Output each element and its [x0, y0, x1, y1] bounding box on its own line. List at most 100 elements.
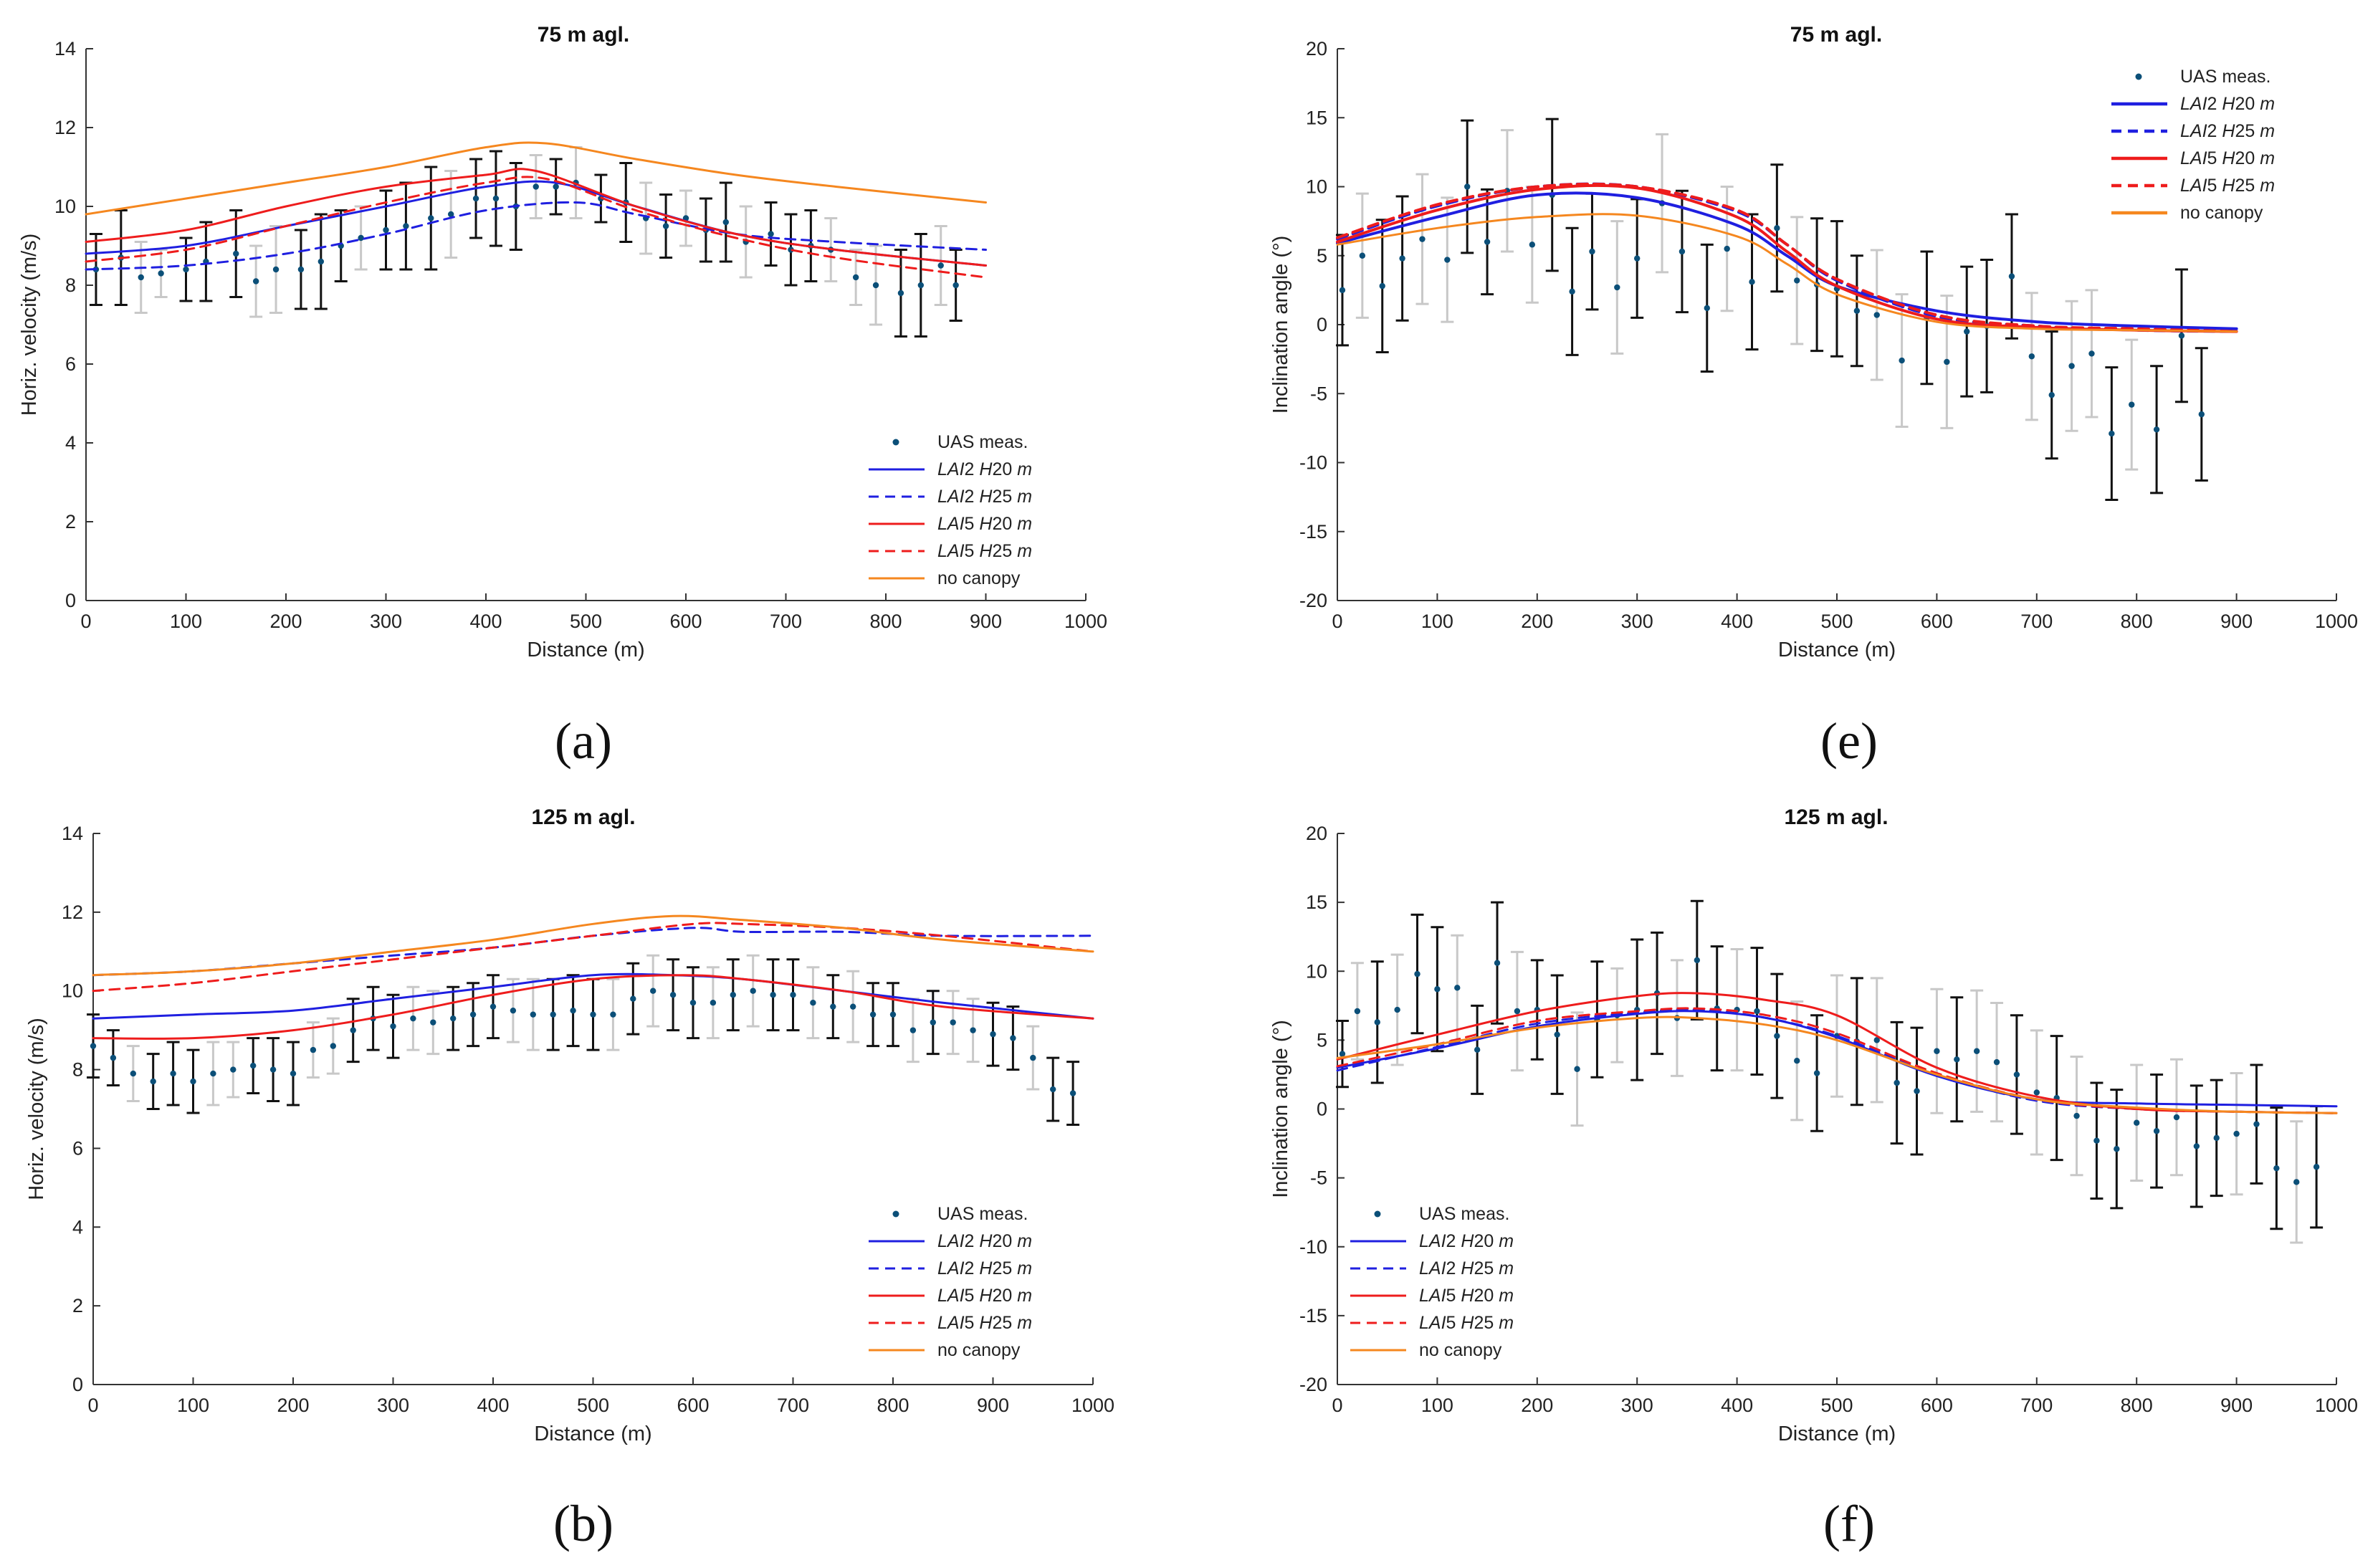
legend-label-part: m — [1499, 1231, 1514, 1251]
x-tick-label: 100 — [170, 611, 202, 632]
uas-measurement-point — [1454, 985, 1461, 991]
uas-measurement-point — [1873, 312, 1880, 318]
panel-f-label: (f) — [1823, 1495, 1875, 1552]
uas-measurement-point — [358, 234, 364, 242]
legend-label-part: m — [2260, 121, 2275, 141]
legend-label: LAI5 H25 m — [2180, 176, 2275, 196]
uas-measurement-point — [1993, 1058, 2000, 1066]
legend-label-part: m — [1017, 541, 1032, 561]
uas-measurement-point — [830, 1003, 836, 1010]
x-tick-label: 1000 — [1064, 611, 1107, 632]
legend-label: LAI2 H20 m — [1419, 1231, 1514, 1251]
legend-label-part: H — [2222, 148, 2235, 168]
panel-e-plot: 0 100 200 300 400 500 600 700 800 900 1000-20-15-1… — [1269, 38, 2358, 661]
uas-measurement-point — [850, 1003, 856, 1010]
x-tick-label: 400 — [1721, 611, 1753, 632]
y-tick-label: 0 — [72, 1374, 83, 1395]
legend-label-part: 25 — [992, 541, 1017, 561]
legend-label-part: LAI — [2180, 94, 2207, 114]
legend-label-part: 5 — [965, 514, 980, 534]
legend-label-part: H — [979, 514, 993, 534]
uas-measurement-point — [1774, 1033, 1780, 1039]
legend-label-part: LAI — [2180, 176, 2207, 196]
legend-label-part: LAI — [937, 487, 965, 507]
uas-measurement-point — [269, 1066, 277, 1073]
panel-b-title: 125 m agl. — [531, 805, 635, 829]
legend-label: UAS meas. — [937, 1204, 1028, 1224]
uas-measurement-point — [909, 1027, 917, 1033]
series-line-nocanopy — [1336, 1015, 2338, 1114]
legend-label-part: m — [1017, 459, 1032, 479]
legend-label-part: m — [1017, 1231, 1032, 1251]
y-tick-label: 2 — [72, 1295, 83, 1316]
uas-measurement-point — [2313, 1164, 2320, 1170]
uas-measurement-point — [1010, 1035, 1016, 1041]
uas-measurement-point — [233, 250, 239, 257]
y-axis-label: Horiz. velocity (m/s) — [25, 1018, 48, 1200]
legend-label: LAI2 H25 m — [2180, 121, 2275, 141]
x-tick-label: 800 — [2121, 1395, 2153, 1416]
y-tick-label: 6 — [72, 1137, 83, 1159]
legend-label-part: m — [1017, 1258, 1032, 1278]
panel-f-plot: 0 100 200 300 400 500 600 700 800 900 1000-20-15-1… — [1269, 823, 2358, 1445]
y-tick-label: 0 — [1317, 314, 1327, 335]
uas-measurement-point — [1794, 277, 1800, 284]
series-line-nocanopy — [1336, 213, 2238, 333]
legend-label-part: 5 — [1446, 1286, 1461, 1306]
y-tick-label: -20 — [1299, 1374, 1327, 1395]
uas-measurement-point — [2013, 1071, 2020, 1078]
uas-measurement-point — [190, 1078, 196, 1085]
uas-measurement-point — [722, 219, 729, 226]
legend-label: LAI5 H20 m — [1419, 1286, 1514, 1306]
uas-measurement-point — [1964, 328, 1970, 335]
legend-label: LAI2 H25 m — [1419, 1258, 1514, 1278]
legend-label-part: LAI — [937, 1231, 965, 1251]
legend-label-part: m — [2260, 176, 2275, 196]
legend-label: LAI5 H25 m — [937, 541, 1032, 561]
uas-measurement-point — [403, 223, 409, 229]
uas-measurement-point — [2129, 401, 2135, 408]
uas-measurement-point — [2109, 430, 2115, 437]
legend-item-nocanopy: no canopy — [869, 1340, 1021, 1360]
uas-measurement-point — [1030, 1054, 1036, 1061]
y-tick-label: 5 — [1317, 1029, 1327, 1051]
legend-label-part: 25 — [992, 1313, 1017, 1333]
legend-item-l2h25: LAI2 H25 m — [869, 1258, 1032, 1278]
x-tick-label: 0 — [80, 611, 91, 632]
legend-label-part: 25 — [1474, 1258, 1499, 1278]
legend-label-part: m — [1017, 487, 1032, 507]
uas-measurement-point — [1339, 287, 1346, 294]
uas-measurement-point — [2293, 1179, 2300, 1185]
uas-measurement-point — [2253, 1121, 2260, 1127]
legend-label-part: H — [979, 1258, 993, 1278]
uas-measurement-point — [710, 999, 717, 1006]
uas-measurement-point — [869, 1011, 877, 1018]
panel-b-plot: 0 100 200 300 400 500 600 700 800 900 1000 0 2 4 6 8 10 1… — [25, 823, 1114, 1445]
uas-measurement-point — [2198, 411, 2205, 418]
y-tick-label: 8 — [65, 274, 76, 296]
legend-label-part: LAI — [937, 541, 965, 561]
legend-label: LAI2 H20 m — [937, 459, 1032, 479]
uas-measurement-point — [230, 1066, 237, 1073]
panel-b-label: (b) — [553, 1495, 613, 1552]
y-tick-label: 4 — [72, 1216, 83, 1238]
legend-label-part: 20 — [992, 1231, 1017, 1251]
y-axis-label: Inclination angle (°) — [1269, 236, 1292, 414]
panel-f-title: 125 m agl. — [1784, 805, 1888, 829]
uas-measurement-point — [2073, 1112, 2080, 1119]
uas-measurement-point — [630, 995, 636, 1002]
legend-label-part: 2 — [965, 1231, 980, 1251]
legend-label: LAI2 H20 m — [937, 1231, 1032, 1251]
uas-measurement-point — [472, 195, 479, 202]
legend-label-part: LAI — [937, 1286, 965, 1306]
legend-item-uas: UAS meas. — [892, 1204, 1028, 1224]
legend-label-part: 20 — [1474, 1286, 1499, 1306]
uas-measurement-point — [1944, 358, 1950, 365]
uas-measurement-point — [1069, 1090, 1076, 1096]
y-tick-label: 14 — [54, 38, 76, 59]
x-axis-label: Distance (m) — [1778, 1423, 1896, 1445]
uas-measurement-point — [2028, 353, 2035, 360]
panel-a-chart: 75 m agl. 0 100 200 300 400 500 600 700 800 900 10… — [18, 23, 1107, 661]
uas-measurement-point — [252, 278, 259, 285]
